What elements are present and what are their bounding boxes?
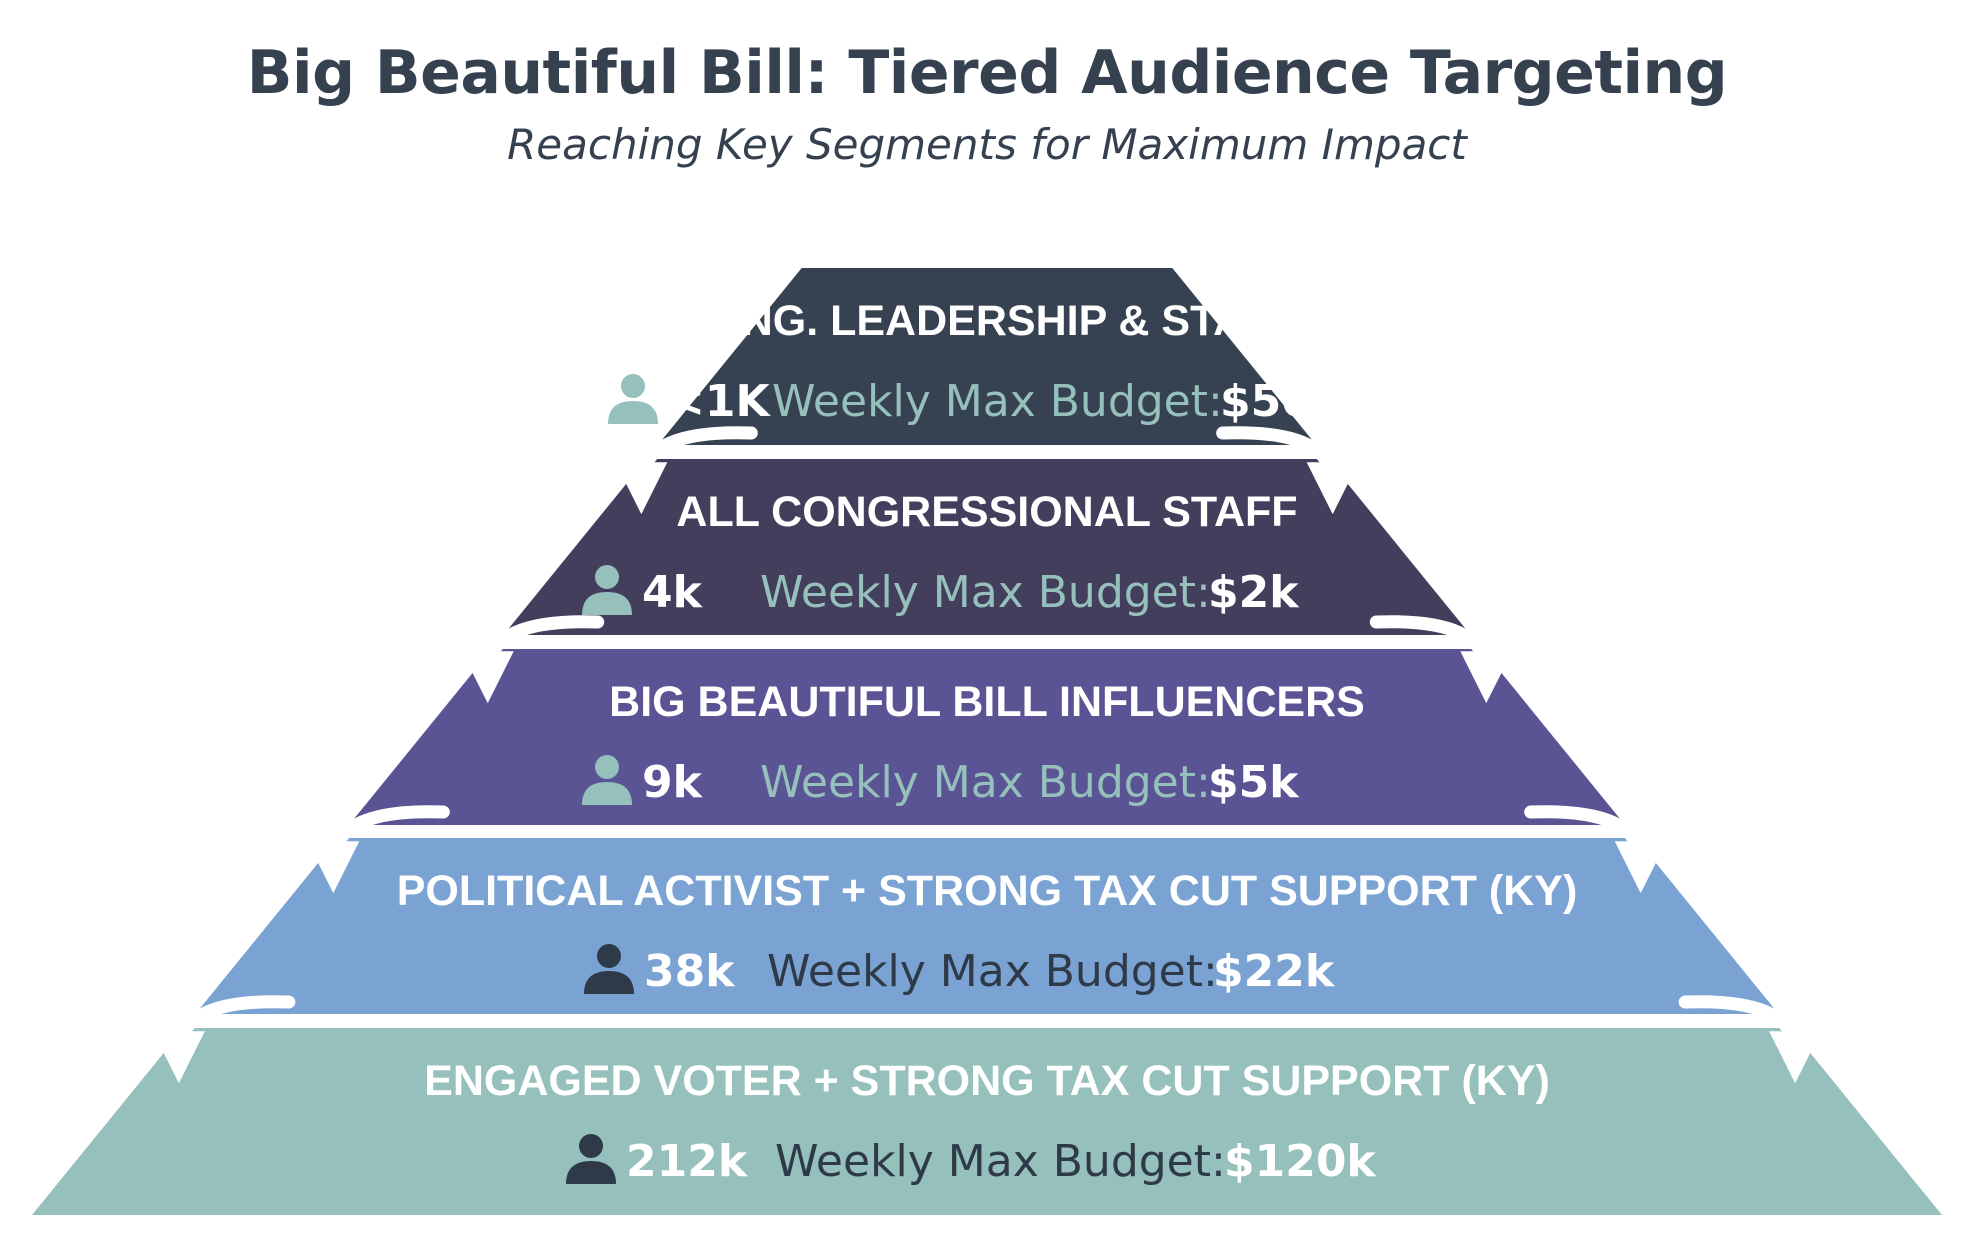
tier-1: CONG. LEADERSHIP & STAFF <1K Weekly Max Bu…: [608, 268, 1342, 445]
budget-value: $2k: [1208, 567, 1300, 618]
left-down-arrow-icon: [307, 805, 450, 894]
tier-band: [348, 649, 1626, 825]
budget-label: Weekly Max Budget:: [760, 757, 1211, 808]
budget-label: Weekly Max Budget:: [775, 1136, 1226, 1187]
tier-name: POLITICAL ACTIVIST + STRONG TAX CUT SUPP…: [397, 867, 1578, 915]
person-icon: [608, 374, 658, 424]
person-icon: [584, 944, 634, 994]
tier-3: BIG BEAUTIFUL BILL INFLUENCERS 9k Weekly M…: [348, 649, 1626, 825]
left-down-arrow-icon: [461, 615, 605, 704]
budget-label: Weekly Max Budget:: [760, 567, 1211, 618]
right-down-arrow-icon: [1369, 615, 1513, 704]
left-down-arrow-icon: [615, 426, 758, 515]
right-down-arrow-icon: [1678, 995, 1822, 1084]
tier-band: [657, 268, 1317, 445]
audience-count: <1K: [668, 376, 771, 427]
audience-count: 9k: [642, 757, 704, 808]
diagram-subtitle: Reaching Key Segments for Maximum Impact: [507, 120, 1467, 169]
person-icon: [566, 1134, 616, 1184]
tier-5: ENGAGED VOTER + STRONG TAX CUT SUPPORT (…: [32, 1028, 1942, 1215]
tier-name: ALL CONGRESSIONAL STAFF: [676, 488, 1297, 536]
right-down-arrow-icon: [1216, 426, 1359, 515]
audience-count: 212k: [626, 1136, 749, 1187]
budget-label: Weekly Max Budget:: [767, 946, 1218, 997]
person-icon: [582, 755, 632, 805]
tier-band: [195, 838, 1779, 1014]
left-down-arrow-icon: [152, 995, 296, 1084]
right-down-arrow-icon: [1524, 805, 1667, 894]
tier-name: BIG BEAUTIFUL BILL INFLUENCERS: [609, 678, 1365, 726]
audience-count: 4k: [642, 567, 704, 618]
person-icon: [582, 565, 632, 615]
tier-name: ENGAGED VOTER + STRONG TAX CUT SUPPORT (…: [424, 1057, 1550, 1105]
tier-4: POLITICAL ACTIVIST + STRONG TAX CUT SUPP…: [195, 838, 1779, 1014]
budget-value: $5k: [1208, 757, 1300, 808]
budget-label: Weekly Max Budget:: [772, 376, 1223, 427]
audience-count: 38k: [644, 946, 736, 997]
tier-name: CONG. LEADERSHIP & STAFF: [677, 297, 1297, 345]
tier-2: ALL CONGRESSIONAL STAFF 4k Weekly Max Budg…: [503, 459, 1471, 635]
diagram-title: Big Beautiful Bill: Tiered Audience Targ…: [246, 38, 1728, 108]
budget-value: $120k: [1224, 1136, 1377, 1187]
budget-value: $500: [1220, 376, 1342, 427]
tier-band: [503, 459, 1471, 635]
budget-value: $22k: [1213, 946, 1336, 997]
tier-band: [32, 1028, 1942, 1215]
